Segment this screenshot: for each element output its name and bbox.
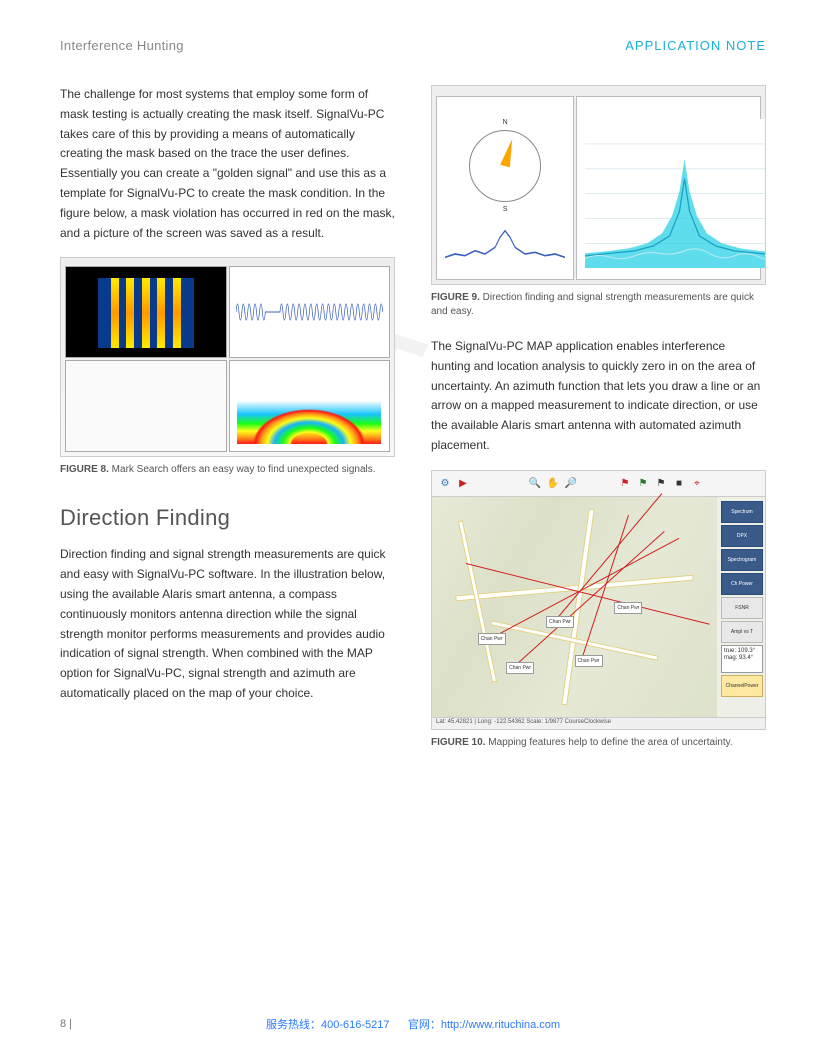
figure-9 bbox=[431, 85, 766, 285]
right-column: FIGURE 9. Direction finding and signal s… bbox=[431, 85, 766, 768]
toolbar-icon[interactable]: ✋ bbox=[546, 476, 560, 490]
fig10-side-panel: SpectrumDPXSpectrogramCh PowerFSNRAmpl v… bbox=[721, 501, 763, 697]
fig8-caption-label: FIGURE 8. bbox=[60, 464, 109, 475]
left-column: The challenge for most systems that empl… bbox=[60, 85, 395, 768]
page-header: Interference Hunting APPLICATION NOTE bbox=[60, 38, 766, 53]
side-button[interactable]: FSNR bbox=[721, 597, 763, 619]
site-label: 官网： bbox=[408, 1019, 441, 1031]
fig8-caption-text: Mark Search offers an easy way to find u… bbox=[109, 464, 376, 475]
figure-9-caption: FIGURE 9. Direction finding and signal s… bbox=[431, 291, 766, 319]
toolbar-icon[interactable]: 🔎 bbox=[564, 476, 578, 490]
side-button[interactable]: DPX bbox=[721, 525, 763, 547]
toolbar-icon[interactable] bbox=[474, 476, 488, 490]
toolbar-icon[interactable]: ⚙ bbox=[438, 476, 452, 490]
toolbar-icon[interactable]: ▶ bbox=[456, 476, 470, 490]
toolbar-icon[interactable] bbox=[492, 476, 506, 490]
fig9-mini-spectrum bbox=[445, 224, 565, 264]
toolbar-icon[interactable]: ⚑ bbox=[618, 476, 632, 490]
toolbar-icon[interactable] bbox=[510, 476, 524, 490]
fig9-caption-text: Direction finding and signal strength me… bbox=[431, 292, 754, 317]
map-marker: Chan Pwr bbox=[546, 616, 574, 628]
figure-8 bbox=[60, 257, 395, 457]
header-right: APPLICATION NOTE bbox=[625, 38, 766, 53]
header-left: Interference Hunting bbox=[60, 38, 184, 53]
direction-line bbox=[551, 494, 662, 626]
fig8-waveform-panel bbox=[229, 266, 391, 358]
map-paragraph: The SignalVu-PC MAP application enables … bbox=[431, 337, 766, 456]
fig10-map-area: Chan Pwr Chan Pwr Chan Pwr Chan Pwr Chan Pwr bbox=[432, 497, 717, 717]
side-button[interactable]: Spectrogram bbox=[721, 549, 763, 571]
fig10-caption-text: Mapping features help to define the area… bbox=[485, 737, 732, 748]
toolbar-icon[interactable]: ⚑ bbox=[636, 476, 650, 490]
figure-10: ⚙▶🔍✋🔎⚑⚑⚑■⌖ Chan PwrChan PwrChan PwrChan … bbox=[431, 470, 766, 730]
fig8-spectrogram-panel bbox=[65, 266, 227, 358]
toolbar-icon[interactable]: ■ bbox=[672, 476, 686, 490]
fig8-settings-panel bbox=[65, 360, 227, 452]
hotline-number: 400-616-5217 bbox=[321, 1019, 390, 1031]
figure-10-caption: FIGURE 10. Mapping features help to defi… bbox=[431, 736, 766, 750]
toolbar-icon[interactable]: ⌖ bbox=[690, 476, 704, 490]
toolbar-icon[interactable]: 🔍 bbox=[528, 476, 542, 490]
map-marker: Chan Pwr bbox=[614, 602, 642, 614]
page-footer: 8 | 服务热线：400-616-5217 官网：http://www.ritu… bbox=[60, 1018, 766, 1030]
fig10-status-bar: Lat: 45.42821 | Long: -122.54362 Scale: … bbox=[432, 717, 765, 729]
fig10-caption-label: FIGURE 10. bbox=[431, 737, 485, 748]
figure-8-caption: FIGURE 8. Mark Search offers an easy way… bbox=[60, 463, 395, 477]
footer-contact: 服务热线：400-616-5217 官网：http://www.rituchin… bbox=[266, 1016, 560, 1032]
side-button[interactable]: Spectrum bbox=[721, 501, 763, 523]
fig9-spectrum-panel bbox=[576, 96, 761, 280]
toolbar-icon[interactable] bbox=[600, 476, 614, 490]
hotline-label: 服务热线： bbox=[266, 1019, 321, 1031]
fig8-persistence-panel bbox=[229, 360, 391, 452]
intro-paragraph: The challenge for most systems that empl… bbox=[60, 85, 395, 243]
map-marker: Chan Pwr bbox=[575, 655, 603, 667]
toolbar-icon[interactable] bbox=[582, 476, 596, 490]
map-marker: Chan Pwr bbox=[478, 633, 506, 645]
side-button[interactable]: Ampl vs T bbox=[721, 621, 763, 643]
page-number: 8 | bbox=[60, 1018, 72, 1030]
side-button[interactable]: Ch Power bbox=[721, 573, 763, 595]
compass-icon bbox=[469, 130, 541, 202]
map-marker: Chan Pwr bbox=[506, 662, 534, 674]
true-mag-readout: true: 109.3°mag: 93.4° bbox=[721, 645, 763, 673]
fig9-compass-panel bbox=[436, 96, 574, 280]
site-link[interactable]: http://www.rituchina.com bbox=[441, 1019, 560, 1031]
fig9-caption-label: FIGURE 9. bbox=[431, 292, 480, 303]
fig10-toolbar: ⚙ ▶ 🔍 ✋ 🔎 ⚑ ⚑ ⚑ ■ ⌖ bbox=[432, 471, 765, 497]
direction-finding-heading: Direction Finding bbox=[60, 505, 395, 531]
channel-power-button[interactable]: ChannelPower bbox=[721, 675, 763, 697]
toolbar-icon[interactable]: ⚑ bbox=[654, 476, 668, 490]
direction-finding-paragraph: Direction finding and signal strength me… bbox=[60, 545, 395, 703]
content-columns: The challenge for most systems that empl… bbox=[60, 85, 766, 768]
